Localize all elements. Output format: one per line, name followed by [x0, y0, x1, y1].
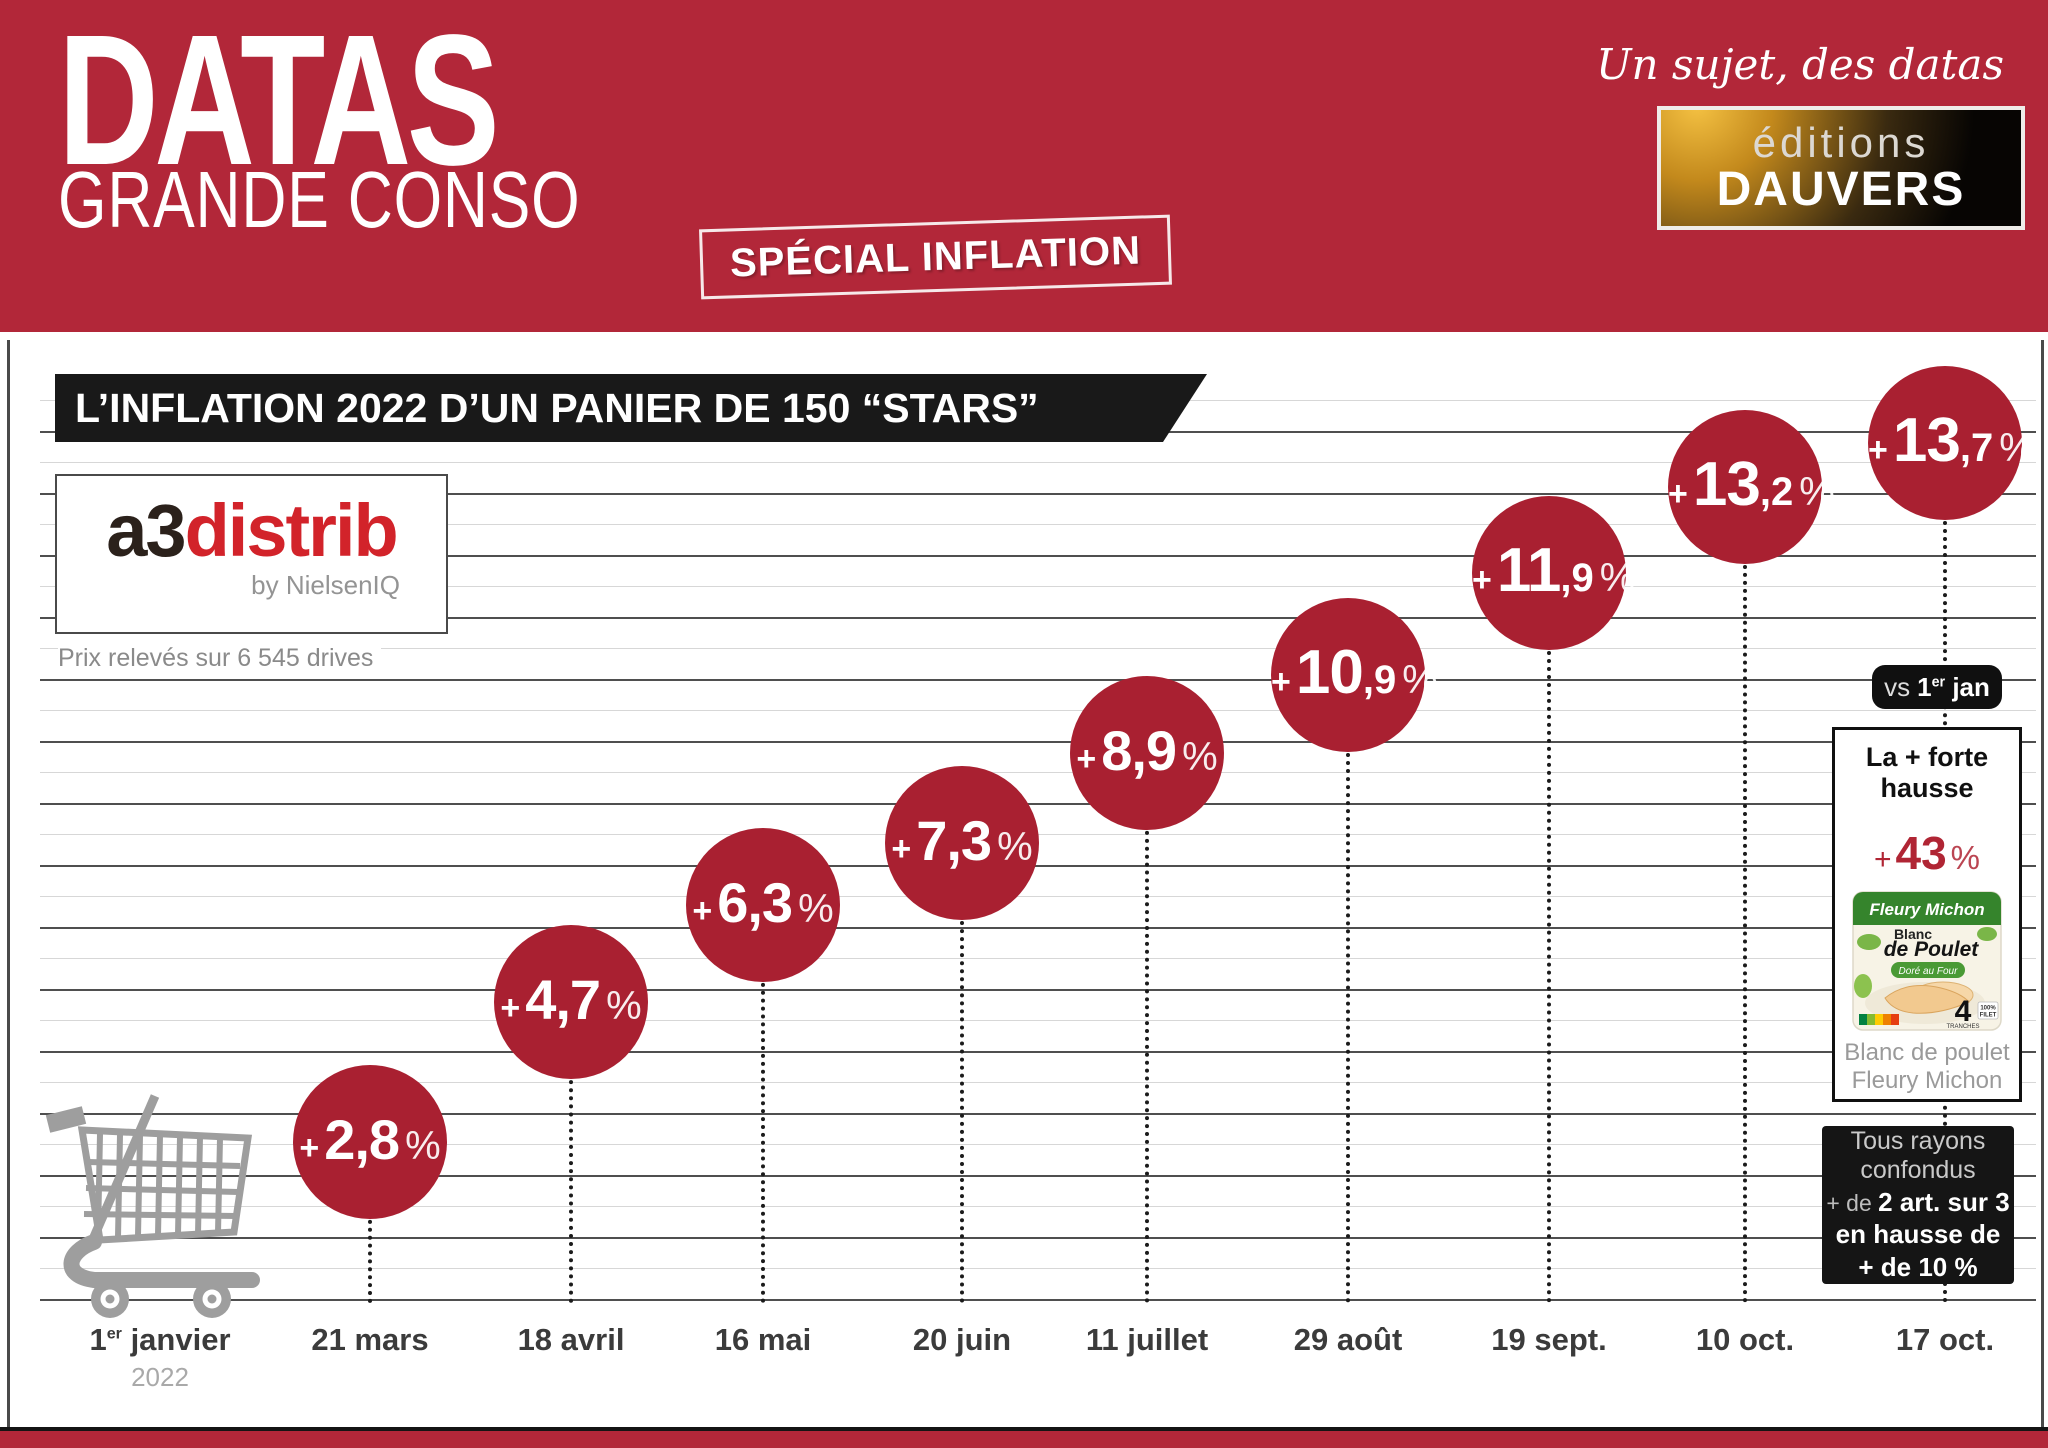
product-badge-line1: 100%: [1980, 1005, 1996, 1011]
shopping-cart-icon: [45, 1094, 260, 1318]
gridline: [40, 1299, 2036, 1301]
product-ribbon: Doré au Four: [1899, 966, 1959, 977]
gridline: [40, 1082, 2036, 1083]
gridline: [40, 896, 2036, 897]
gridline: [40, 803, 2036, 805]
product-count: 4: [1955, 995, 1972, 1028]
gridline: [40, 679, 2036, 681]
page-right-edge: [2041, 340, 2044, 1448]
product-image: Fleury Michon Blanc de Poulet Doré au Fo…: [1852, 890, 2002, 1031]
drop-line: [569, 1072, 573, 1303]
gridline: [40, 927, 2036, 929]
vs-1er-jan-badge: vs 1er jan: [1872, 665, 2002, 709]
all-departments-note: Tous rayons confondus + de 2 art. sur 3 …: [1822, 1126, 2014, 1284]
footer-note-line3: + de 2 art. sur 3: [1826, 1186, 2010, 1217]
data-point-bubble-18-avril: +4,7%: [494, 925, 648, 1079]
data-point-bubble-20-juin: +7,3%: [885, 766, 1039, 920]
strongest-increase-heading: La + forte hausse: [1865, 742, 1989, 803]
editions-dauvers-logo: éditions DAUVERS: [1657, 106, 2025, 230]
drop-line: [761, 975, 765, 1303]
header-banner: DATAS GRANDE CONSO SPÉCIAL INFLATION Un …: [0, 0, 2048, 332]
x-axis-label: 11 juillet: [1085, 1322, 1209, 1357]
product-count-label: TRANCHES: [1946, 1024, 1979, 1030]
drop-line: [1547, 643, 1551, 1303]
gridline: [40, 989, 2036, 991]
gridline: [40, 1206, 2036, 1207]
drop-line: [368, 1212, 372, 1303]
gridline: [40, 555, 2036, 557]
product-brand: Fleury Michon: [1869, 900, 1984, 919]
publisher-logo-line2: DAUVERS: [1716, 162, 1966, 216]
gridline: [40, 648, 2036, 649]
masthead-subtitle: GRANDE CONSO: [58, 155, 581, 244]
a3distrib-wordmark: a3distrib: [57, 494, 446, 568]
gridline: [40, 741, 2036, 743]
publisher-logo-line1: éditions: [1752, 118, 1930, 166]
product-caption: Blanc de poulet Fleury Michon: [1844, 1038, 2010, 1095]
gridline: [40, 1051, 2036, 1053]
gridline: [40, 865, 2036, 867]
footer-note-line2: confondus: [1860, 1155, 1976, 1184]
data-point-bubble-29-ao-t: +10,9%: [1271, 598, 1438, 752]
gridline: [40, 462, 2036, 463]
gridline: [40, 1144, 2036, 1145]
footer-note-line4: en hausse de: [1835, 1219, 2001, 1250]
masthead-title: DATAS: [58, 0, 500, 204]
gridline: [40, 586, 2036, 587]
drop-line: [960, 913, 964, 1303]
data-point-bubble-17-oct-: +13,7%: [1868, 366, 2035, 520]
a3distrib-logo: a3distrib by NielsenIQ: [55, 474, 448, 634]
data-point-bubble-21-mars: +2,8%: [293, 1065, 447, 1219]
x-axis-label: 18 avril: [517, 1322, 625, 1357]
special-inflation-badge: SPÉCIAL INFLATION: [699, 214, 1172, 300]
bottom-red-strip: [0, 1427, 2048, 1448]
product-name-line2: de Poulet: [1884, 938, 1980, 961]
data-point-bubble-19-sept-: +11,9%: [1472, 496, 1635, 650]
gridline: [40, 1175, 2036, 1177]
footer-note-line5: + de 10 %: [1858, 1252, 1978, 1283]
data-point-bubble-16-mai: +6,3%: [686, 828, 840, 982]
strongest-increase-box: La + forte hausse +43% Fleury Michon Bla…: [1832, 727, 2022, 1102]
a3-logo-part1: a3: [106, 489, 186, 572]
gridline: [40, 710, 2036, 711]
nutriscore-strip: [1859, 1013, 1899, 1025]
x-axis-label: 10 oct.: [1695, 1322, 1795, 1357]
vs-prefix: vs: [1884, 671, 1911, 702]
gridline: [40, 524, 2036, 525]
strongest-increase-value: +43%: [1873, 826, 1981, 879]
gridline: [40, 958, 2036, 959]
gridline: [40, 1020, 2036, 1021]
source-note: Prix relevés sur 6 545 drives: [58, 644, 382, 673]
data-point-bubble-11-juillet: +8,9%: [1070, 676, 1224, 830]
data-point-bubble-10-oct-: +13,2%: [1668, 410, 1835, 564]
publisher-tagline: Un sujet, des datas: [1596, 40, 2004, 89]
x-axis-label: 29 août: [1293, 1322, 1403, 1357]
chart-title-banner: L’INFLATION 2022 D’UN PANIER DE 150 “STA…: [55, 374, 1207, 442]
x-axis-label: 1er janvier 2022: [89, 1322, 231, 1392]
nielseniq-byline: by NielsenIQ: [251, 570, 400, 600]
drop-line: [1743, 557, 1747, 1303]
x-axis: 1er janvier 2022 21 mars 18 avril 16 mai 20 j…: [0, 1322, 2048, 1412]
x-axis-label: 17 oct.: [1895, 1322, 1995, 1357]
drop-line: [1346, 745, 1350, 1303]
a3-logo-part2: distrib: [184, 489, 399, 572]
gridline: [40, 493, 2036, 495]
gridline: [40, 1113, 2036, 1115]
product-badge-line2: FILET: [1980, 1012, 1997, 1018]
x-axis-label: 16 mai: [714, 1322, 812, 1357]
gridline: [40, 772, 2036, 773]
drop-line: [1145, 823, 1149, 1303]
gridline: [40, 1268, 2036, 1269]
x-axis-label: 20 juin: [912, 1322, 1012, 1357]
footer-note-line1: Tous rayons: [1850, 1127, 1986, 1156]
chart-board: L’INFLATION 2022 D’UN PANIER DE 150 “STA…: [0, 332, 2048, 1448]
x-axis-label: 21 mars: [311, 1322, 429, 1357]
gridline: [40, 1237, 2036, 1239]
x-axis-label: 19 sept.: [1491, 1322, 1607, 1357]
gridline: [40, 617, 2036, 619]
vs-date: 1er jan: [1917, 671, 1990, 702]
product-name-line1: Blanc: [1894, 926, 1932, 942]
page-left-edge: [7, 340, 10, 1448]
